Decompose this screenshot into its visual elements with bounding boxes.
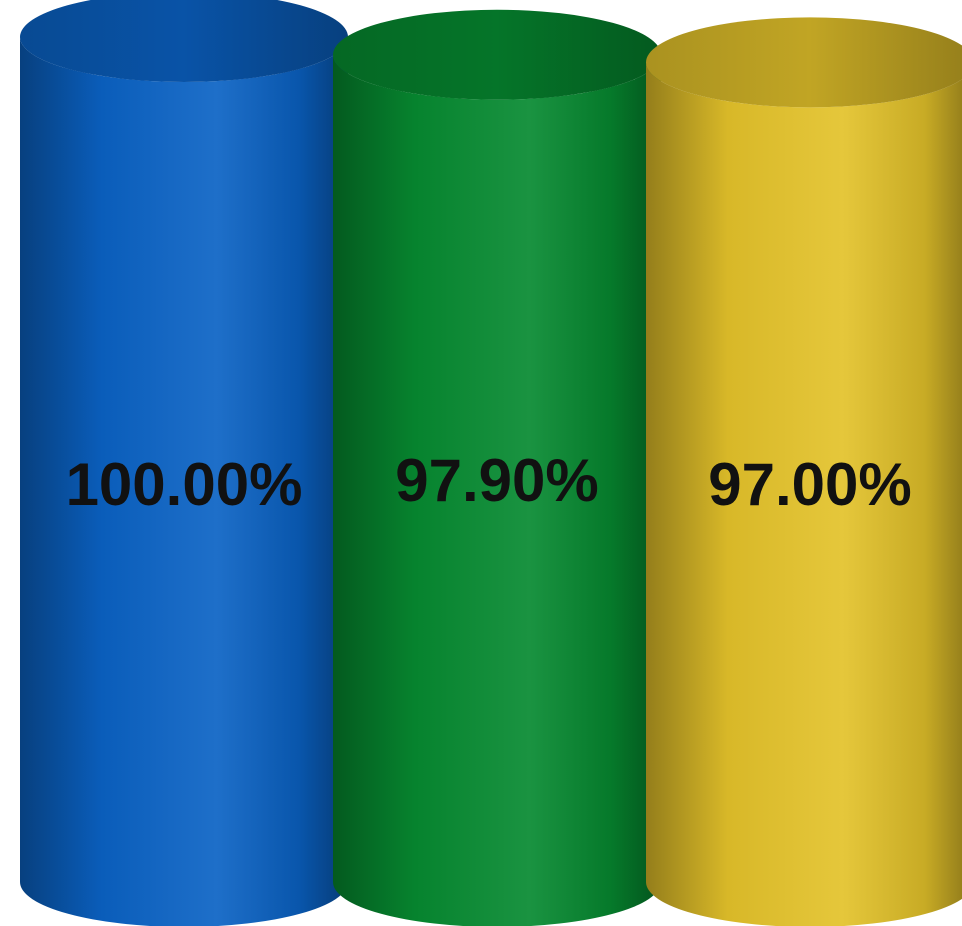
cylinder-bar-2 [333, 9, 661, 926]
data-label-1: 100.00% [66, 451, 303, 518]
labels-layer: 100.00% 97.90% 97.00% [66, 447, 912, 518]
data-label-3: 97.00% [708, 451, 912, 518]
cylinder-top-1 [20, 0, 348, 82]
cylinder-bar-3 [646, 17, 962, 926]
cylinder-body-2 [333, 54, 661, 926]
cylinder-body-1 [20, 37, 348, 926]
cylinder-top-2 [333, 9, 661, 100]
bars-layer [20, 0, 962, 926]
cylinder-body-3 [646, 62, 962, 926]
cylinder-top-3 [646, 17, 962, 108]
data-label-2: 97.90% [395, 447, 599, 514]
cylinder-bar-1 [20, 0, 348, 926]
